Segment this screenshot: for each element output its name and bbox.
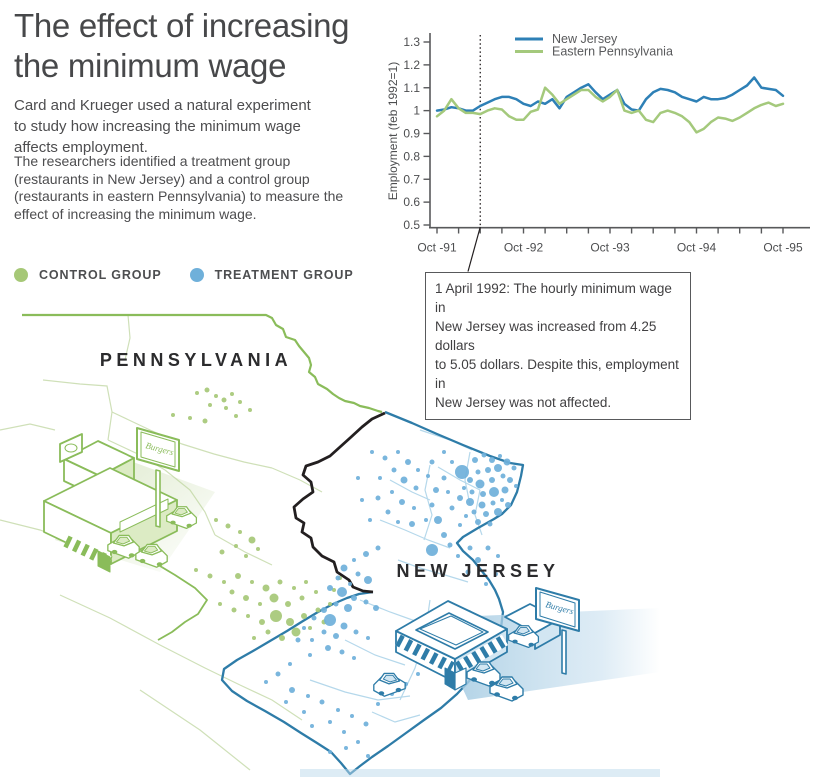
pa-nj-map: Burgers <box>0 313 660 777</box>
svg-text:Oct -91: Oct -91 <box>417 241 457 255</box>
svg-text:Eastern Pennsylvania: Eastern Pennsylvania <box>552 45 673 59</box>
svg-text:0.8: 0.8 <box>403 149 420 163</box>
svg-text:Oct -95: Oct -95 <box>763 241 803 255</box>
pennsylvania-label: PENNSYLVANIA <box>100 350 292 370</box>
svg-text:1.3: 1.3 <box>403 35 420 49</box>
svg-text:1: 1 <box>413 104 420 118</box>
svg-text:Oct -93: Oct -93 <box>590 241 630 255</box>
treatment-group-label: TREATMENT GROUP <box>214 268 354 282</box>
svg-text:1.1: 1.1 <box>403 81 420 95</box>
map-legend: CONTROL GROUP TREATMENT GROUP <box>14 268 354 282</box>
svg-text:Oct -94: Oct -94 <box>677 241 717 255</box>
svg-text:0.7: 0.7 <box>403 172 420 186</box>
new-jersey-label: NEW JERSEY <box>396 561 559 581</box>
map-drawing-layers: Burgers <box>0 313 660 777</box>
intro-paragraph-2: The researchers identified a treatment g… <box>14 153 344 222</box>
svg-text:0.6: 0.6 <box>403 195 420 209</box>
nj-restaurant-illustration <box>395 600 561 691</box>
legend-item-treatment: TREATMENT GROUP <box>189 268 354 282</box>
control-group-dot-icon <box>14 268 28 282</box>
svg-text:Oct -92: Oct -92 <box>504 241 544 255</box>
legend-item-control: CONTROL GROUP <box>14 268 162 282</box>
svg-text:Employment (feb 1992=1): Employment (feb 1992=1) <box>386 62 400 200</box>
svg-text:0.9: 0.9 <box>403 127 420 141</box>
control-group-label: CONTROL GROUP <box>39 268 162 282</box>
svg-text:New Jersey: New Jersey <box>552 32 618 46</box>
employment-line-chart: 1.3 1.2 1.1 1 0.9 0.8 0.7 0.6 0.5 Oct -91 Oct -92 O… <box>386 32 810 272</box>
page-title: The effect of increasing the minimum wag… <box>14 7 350 84</box>
event-callout-box: 1 April 1992: The hourly minimum wage in… <box>425 272 691 420</box>
intro-paragraph-1: Card and Krueger used a natural experime… <box>14 97 311 156</box>
svg-text:0.5: 0.5 <box>403 218 420 232</box>
treatment-group-dot-icon <box>189 268 204 282</box>
svg-text:1.2: 1.2 <box>403 58 420 72</box>
